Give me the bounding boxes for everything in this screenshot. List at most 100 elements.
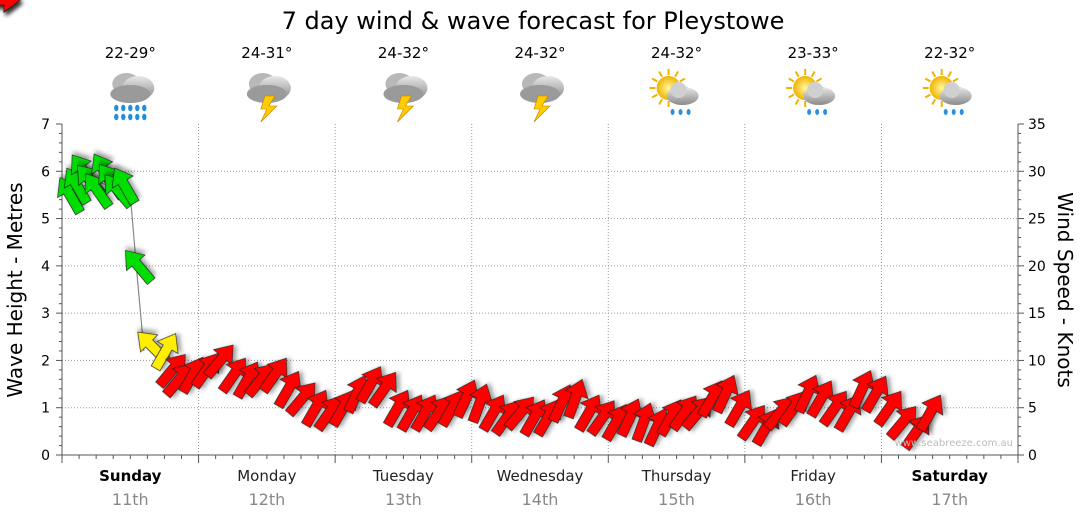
left-tick-label: 5 [41,212,50,228]
weather-icon-row [110,69,972,123]
date-label: 14th [522,490,559,509]
sun-ray [931,71,937,78]
temperature-label: 23-33° [788,44,839,62]
sun-ray [679,77,686,83]
date-label: 17th [931,490,968,509]
left-tick-label: 2 [41,353,50,369]
wind-arrow [712,374,739,415]
wind-arrow [794,374,821,415]
left-tick-label: 7 [41,117,50,133]
sun-ray [794,98,800,105]
wind-arrow [724,389,753,429]
wind-arrow [915,394,944,433]
wind-arrow-shape [724,389,753,429]
date-label: 15th [658,490,695,509]
cloud-shape [383,85,424,103]
right-tick-label: 5 [1028,401,1037,417]
wind-arrow-shape [885,406,917,441]
date-label: 16th [795,490,832,509]
rain-cloud-icon [110,73,155,121]
rain-drop [135,113,140,121]
wind-arrow [273,370,302,410]
wind-arrow [848,370,876,410]
sun-ray [810,71,816,78]
left-tick-label: 0 [41,448,50,464]
wind-arrow [155,354,186,389]
wind-arrow-shape [794,374,821,415]
wind-arrow-shape [111,167,140,206]
date-label: 12th [248,490,285,509]
wind-arrow [631,402,657,443]
wind-arrow [284,382,316,418]
left-axis-title: Wave Height - Metres [3,182,27,397]
wind-arrow-shape [150,333,179,372]
rain-drop [121,113,126,121]
right-tick-label: 35 [1028,117,1046,133]
sun-ray [788,93,795,99]
wind-arrow-shape [0,0,21,13]
sun-shower-icon [786,69,836,115]
rain-drop [114,104,119,112]
wind-arrow [563,378,589,420]
right-tick-label: 0 [1028,448,1037,464]
wind-arrow-shape [273,370,302,410]
wind-arrow-shape [631,402,657,443]
day-label: Monday [237,467,296,485]
wind-arrow [467,383,493,424]
wind-arrow [150,333,179,372]
wind-arrow-shape [848,370,876,410]
sun-ray [651,77,658,83]
wind-arrow-shape [873,390,902,428]
lightning-bolt [533,95,551,123]
right-tick-label: 30 [1028,164,1046,180]
day-label: Tuesday [372,467,434,485]
wind-arrow-shape [258,357,288,395]
sun-ray [658,98,663,105]
wind-arrow-shape [452,379,480,419]
cloud-shape [670,82,687,98]
left-tick-label: 6 [41,164,50,180]
rain-drop [807,109,812,115]
rain-drop [943,109,948,115]
grid-lines [62,124,1018,455]
thunderstorm-icon [246,73,291,123]
wind-arrow [616,398,643,438]
wind-arrow-series [0,0,944,452]
sun-shower-icon [922,69,972,115]
cloud-shape [520,85,560,103]
wind-arrow-shape [860,375,889,414]
rain-drop [135,104,140,112]
wind-arrow-shape [563,378,589,420]
rain-drop [114,113,119,121]
sun-shower-icon [649,69,699,115]
wind-arrow [258,357,288,395]
wind-arrow-shape [84,173,114,210]
rain-drop [959,109,964,115]
wind-arrow [84,173,114,210]
rain-drop [823,109,828,115]
wind-arrow [203,344,234,380]
left-tick-label: 1 [41,401,50,417]
sun-ray [924,93,931,99]
sun-ray [788,77,795,83]
sun-ray [815,77,823,83]
wind-arrow-shape [712,374,739,415]
lightning-bolt [397,95,415,123]
rain-drop [678,109,683,115]
sun-ray [924,77,931,83]
wind-arrow-shape [915,394,944,433]
left-axis-ticks: 0 1 2 3 4 5 6 7 [41,117,62,464]
thunderstorm-icon [520,73,564,123]
left-tick-label: 3 [41,306,50,322]
sun-ray [658,71,663,78]
date-label: 11th [112,490,149,509]
right-tick-label: 20 [1028,259,1046,275]
sun-ray [947,71,953,78]
temperature-label: 22-32° [924,44,975,62]
day-label: Sunday [99,467,162,485]
wind-arrow-shape [125,250,156,285]
rain-drop [686,109,691,115]
temperature-row: 22-29° 24-31° 24-32° 24-32° 24-32° 23-33° 22-3… [105,44,976,62]
sun-ray [651,93,658,99]
rain-drop [951,109,956,115]
